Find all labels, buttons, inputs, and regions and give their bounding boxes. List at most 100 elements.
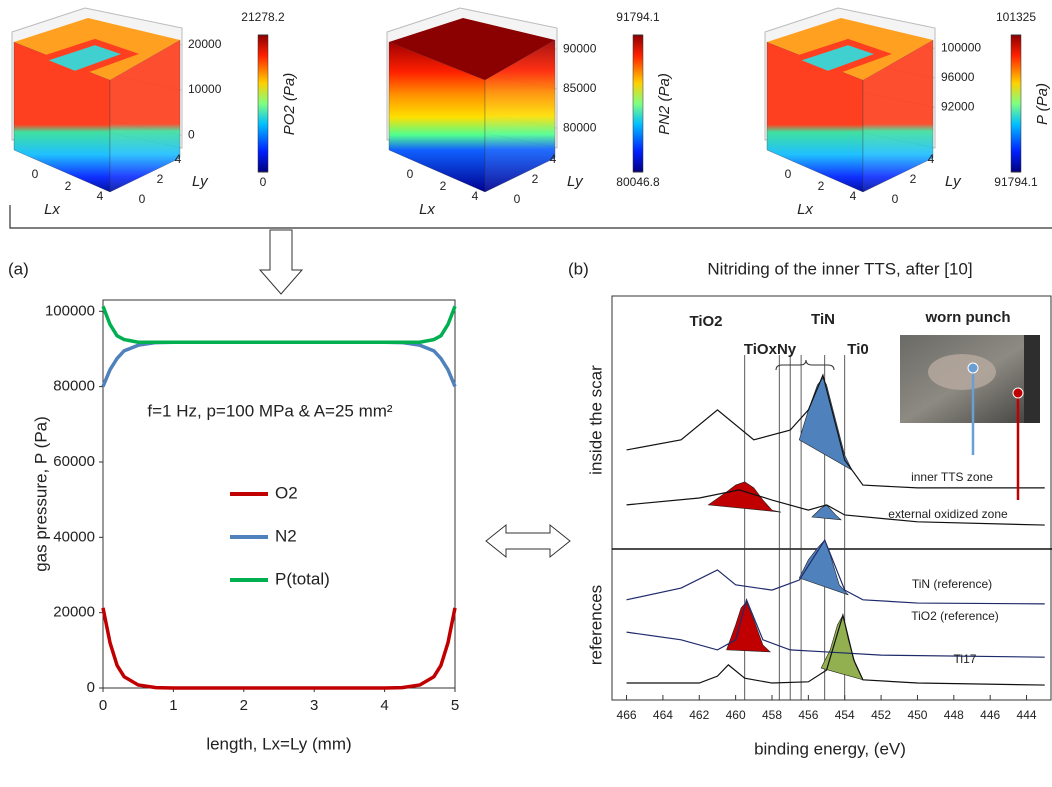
y-tick-label: 0 [514, 192, 521, 206]
x-tick-label: 0 [407, 167, 414, 181]
double-arrow [485, 523, 571, 559]
x-tick-label: 4 [380, 697, 388, 714]
x-tick-label: 1 [169, 697, 177, 714]
z-tick-label: 92000 [941, 100, 975, 114]
x-tick-label: 456 [798, 708, 818, 722]
spectrum [626, 612, 1045, 686]
spectrum [626, 538, 1045, 605]
colorbar-tick-label: 101325 [996, 10, 1036, 24]
peak-component [811, 504, 842, 521]
series-line [101, 340, 457, 388]
colorbar-tick-label: 91794.1 [616, 10, 660, 24]
colorbar-tick-label: 91794.1 [994, 175, 1038, 189]
y-tick-label: 2 [910, 172, 917, 186]
colorbar [1010, 34, 1022, 173]
x-axis-label: length, Lx=Ly (mm) [206, 734, 351, 753]
colorbar-tick-label: 0 [260, 175, 267, 189]
x-tick-label: 450 [907, 708, 927, 722]
peak-component [726, 601, 771, 653]
x-tick-label: 446 [980, 708, 1000, 722]
peak-component [707, 481, 782, 513]
peak-bracket [775, 359, 835, 371]
y-tick-label: 4 [175, 152, 182, 166]
y-tick-label: 100000 [45, 302, 95, 319]
y-axis-label: gas pressure, P (Pa) [31, 416, 50, 572]
peak-component [820, 614, 864, 681]
peak-label: TiOxNy [744, 341, 797, 358]
spectrum [626, 489, 1045, 526]
surface-right-face [484, 39, 556, 193]
y-axis-label: Ly [567, 173, 584, 190]
y-tick-label: 2 [532, 172, 539, 186]
colorbar-label: PO2 (Pa) [281, 73, 298, 136]
y-tick-label: 4 [928, 152, 935, 166]
y-axis-label: Ly [192, 173, 209, 190]
surface-right-face [109, 39, 181, 193]
y-axis-label: Ly [945, 173, 962, 190]
legend-label: O2 [275, 483, 298, 502]
z-tick-label: 96000 [941, 70, 975, 84]
x-tick-label: 2 [818, 179, 825, 193]
group-label: inside the scar [586, 365, 605, 475]
y-tick-label: 40000 [53, 528, 95, 545]
peak-label: Ti0 [847, 341, 868, 358]
colorbar-tick-label: 80046.8 [616, 175, 660, 189]
colorbar [632, 34, 644, 173]
curve-label: TiN (reference) [912, 577, 992, 591]
surface-cut [784, 38, 893, 78]
pointer-dot [967, 362, 979, 374]
panel-label: (a) [8, 259, 29, 278]
z-tick-label: 20000 [188, 37, 222, 51]
x-axis-label: Lx [44, 201, 60, 218]
series-line [101, 305, 457, 344]
x-tick-label: 454 [835, 708, 855, 722]
peak-label: TiO2 [689, 313, 722, 330]
y-tick-label: 20000 [53, 604, 95, 621]
x-tick-label: 444 [1017, 708, 1037, 722]
x-tick-label: 458 [762, 708, 782, 722]
series-line [101, 607, 457, 690]
surface-cut [31, 38, 140, 78]
curve-label: Ti17 [954, 652, 977, 666]
x-tick-label: 0 [99, 697, 107, 714]
annotation: f=1 Hz, p=100 MPa & A=25 mm² [147, 401, 393, 420]
group-label: references [586, 585, 605, 665]
x-tick-label: 4 [97, 189, 104, 203]
x-tick-label: 466 [617, 708, 637, 722]
z-tick-label: 85000 [563, 81, 597, 95]
x-tick-label: 4 [850, 189, 857, 203]
pointer-dot [1012, 387, 1024, 399]
colorbar-tick-label: 21278.2 [241, 10, 285, 24]
y-tick-label: 2 [157, 172, 164, 186]
legend-label: P(total) [275, 569, 330, 588]
colorbar-label: P (Pa) [1034, 83, 1051, 125]
z-tick-label: 80000 [563, 120, 597, 134]
x-axis-label: binding energy, (eV) [754, 739, 906, 758]
curve-label: external oxidized zone [888, 507, 1008, 521]
x-tick-label: 2 [65, 179, 72, 193]
x-tick-label: 464 [653, 708, 673, 722]
curve-label: inner TTS zone [911, 470, 993, 484]
x-tick-label: 2 [440, 179, 447, 193]
x-tick-label: 3 [310, 697, 318, 714]
curve-label: TiO2 (reference) [911, 609, 999, 623]
chart-title: Nitriding of the inner TTS, after [10] [707, 259, 972, 278]
down-arrow [258, 229, 304, 295]
z-tick-label: 90000 [563, 42, 597, 56]
inset-scar [928, 354, 996, 390]
layout [9, 205, 1052, 559]
x-tick-label: 2 [240, 697, 248, 714]
y-tick-label: 0 [892, 192, 899, 206]
x-axis-label: Lx [797, 201, 813, 218]
spectrum [626, 597, 1045, 658]
spectrum [626, 373, 1045, 489]
y-tick-label: 80000 [53, 378, 95, 395]
colorbar-label: PN2 (Pa) [656, 73, 673, 135]
colorbar [257, 34, 269, 173]
x-axis-label: Lx [419, 201, 435, 218]
x-tick-label: 4 [472, 189, 479, 203]
